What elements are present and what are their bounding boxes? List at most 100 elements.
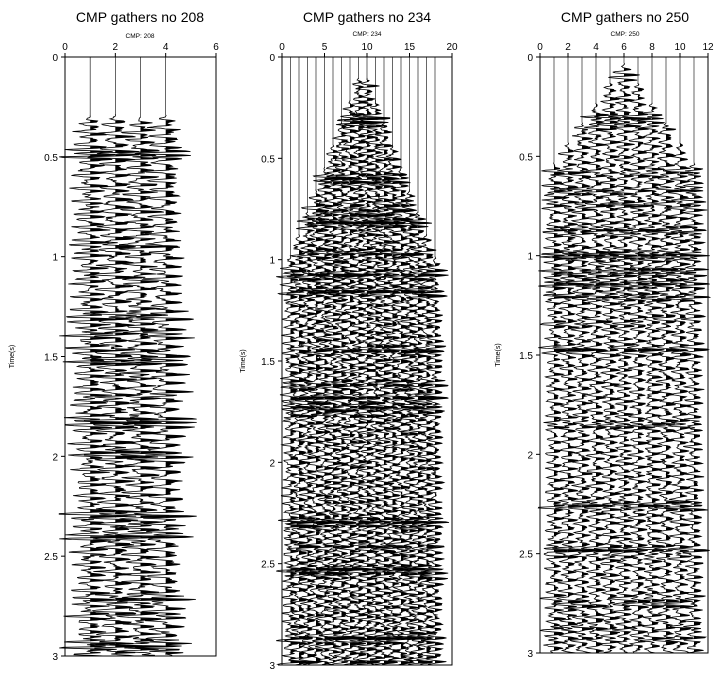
trace-wiggle (662, 142, 697, 654)
trace (420, 57, 450, 666)
trace-fill (115, 525, 126, 527)
trace-fill (299, 250, 305, 255)
trace-wiggle (83, 114, 147, 657)
trace (344, 57, 375, 666)
trace-fill (375, 324, 383, 328)
trace-fill (115, 401, 129, 406)
trace-wiggle (385, 167, 417, 666)
trace-fill (165, 399, 183, 403)
panel-subtitle: CMP: 208 (126, 33, 155, 40)
trace-wiggle (420, 256, 450, 666)
trace-fill (341, 192, 347, 197)
trace-fill (582, 208, 595, 212)
trace-fill (333, 266, 339, 272)
x-tick-label: 4 (593, 42, 599, 53)
trace-fill (638, 410, 642, 415)
trace-fill (375, 254, 383, 257)
trace-fill (316, 402, 329, 406)
trace-fill (115, 222, 128, 226)
trace-fill (624, 223, 632, 228)
panel-title: CMP gathers no 208 (76, 9, 204, 25)
trace-fill (299, 410, 304, 412)
y-tick-label: 3 (52, 652, 58, 663)
x-tick-label: 12 (702, 42, 714, 53)
trace-fill (350, 573, 353, 576)
trace-fill (638, 394, 646, 397)
trace (607, 57, 640, 654)
trace-wiggle (607, 62, 640, 654)
trace-fill (350, 187, 358, 192)
trace-wiggle (109, 116, 172, 657)
trace (537, 57, 571, 654)
trace-fill (624, 186, 634, 190)
x-tick-label: 5 (322, 42, 328, 53)
trace-wiggle (678, 162, 712, 654)
y-tick-label: 1.5 (261, 357, 275, 368)
trace-fill (426, 319, 432, 322)
y-axis-label: Time(s) (495, 343, 502, 366)
trace-wiggle (412, 233, 442, 666)
trace-fill (367, 602, 373, 606)
trace-fill (392, 515, 399, 520)
trace-wiggle (326, 122, 357, 666)
trace-fill (307, 384, 312, 386)
y-tick-label: 2 (52, 452, 58, 463)
trace-wiggle (580, 102, 613, 654)
trace-fill (358, 200, 365, 203)
trace-fill (666, 527, 674, 531)
trace-fill (384, 144, 393, 148)
trace-fill (638, 528, 647, 532)
y-tick-label: 3 (269, 661, 275, 672)
trace-fill (140, 374, 150, 377)
trace-fill (90, 206, 100, 209)
trace-fill (140, 481, 154, 485)
trace-wiggle (276, 256, 305, 666)
y-tick-label: 1.5 (44, 353, 58, 364)
x-tick-label: 0 (537, 42, 543, 53)
y-tick-label: 2.5 (261, 560, 275, 571)
trace-fill (350, 315, 357, 319)
trace-fill (554, 433, 558, 439)
y-tick-label: 1.5 (519, 351, 533, 362)
panel-title: CMP gathers no 234 (303, 9, 431, 25)
trace-fill (375, 109, 381, 112)
trace-wiggle (620, 82, 655, 654)
trace-fill (568, 349, 584, 352)
trace-fill (680, 240, 690, 244)
trace-fill (554, 478, 565, 483)
trace-fill (324, 550, 330, 555)
trace-fill (90, 624, 100, 628)
trace-fill (624, 73, 640, 77)
trace-fill (554, 470, 559, 477)
y-tick-label: 2 (527, 450, 533, 461)
trace-fill (299, 625, 308, 630)
trace-wiggle (537, 162, 571, 654)
y-tick-label: 2.5 (519, 550, 533, 561)
trace-wiggle (359, 100, 391, 666)
trace-fill (115, 323, 135, 328)
y-tick-label: 2.5 (44, 552, 58, 563)
panel-title: CMP gathers no 250 (561, 9, 689, 25)
trace-fill (367, 304, 374, 308)
trace-wiggle (133, 114, 197, 657)
trace-fill (694, 187, 703, 189)
trace-fill (341, 296, 347, 298)
trace (580, 57, 613, 654)
trace-fill (694, 641, 701, 646)
trace (650, 57, 682, 654)
trace-fill (375, 159, 385, 162)
trace-fill (165, 510, 184, 513)
trace-fill (367, 94, 370, 96)
trace-fill (299, 331, 304, 338)
trace-fill (165, 369, 169, 372)
trace-fill (165, 551, 177, 558)
trace-fill (392, 619, 396, 621)
trace-fill (358, 384, 362, 386)
trace-fill (554, 282, 569, 286)
trace-fill (115, 548, 127, 555)
y-tick-label: 1 (52, 253, 58, 264)
trace-fill (582, 300, 590, 305)
trace-fill (568, 280, 575, 282)
x-tick-label: 4 (163, 42, 169, 53)
